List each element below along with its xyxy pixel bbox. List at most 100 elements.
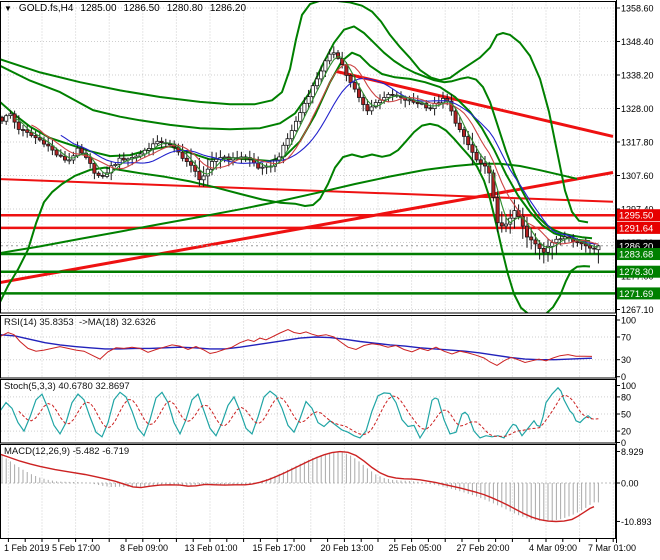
- price-badge-label: 1295.50: [619, 211, 653, 222]
- bull-candle: [4, 115, 9, 122]
- bear-candle: [180, 151, 185, 159]
- ohlc-low: 1280.80: [166, 3, 203, 14]
- time-axis-label: 25 Feb 05:00: [388, 543, 441, 553]
- bull-candle: [550, 242, 555, 247]
- ma-blue-line: [60, 77, 599, 245]
- bear-candle: [499, 222, 504, 227]
- bear-candle: [188, 161, 193, 166]
- bear-candle: [478, 159, 483, 164]
- bear-candle: [365, 104, 370, 112]
- bull-candle: [8, 113, 13, 117]
- price-badge: [617, 248, 660, 261]
- price-badge: [617, 209, 660, 222]
- bear-candle: [344, 64, 349, 76]
- ohlc-open: 1285.00: [80, 3, 117, 14]
- bull-candle: [331, 52, 336, 55]
- bear-candle: [541, 247, 546, 253]
- bear-candle: [575, 241, 580, 244]
- price-badge-label: 1286.20: [619, 241, 653, 252]
- macd-panel-border: [0, 444, 616, 539]
- bear-candle: [579, 241, 584, 245]
- symbol-marker-icon: ▼: [4, 4, 12, 13]
- trend-line-flat-resistance[interactable]: [0, 178, 614, 203]
- bull-candle: [214, 158, 219, 162]
- stoch-tick-label: 20: [621, 427, 631, 437]
- ohlc-close: 1286.20: [209, 3, 247, 14]
- rsi-tick-label: 0: [621, 372, 626, 382]
- stoch-tick-label: 80: [621, 392, 631, 402]
- ohlc-high: 1286.50: [123, 3, 160, 14]
- bear-candle: [474, 151, 479, 161]
- price-tick-label: 1358.60: [621, 4, 654, 14]
- bear-candle: [25, 129, 30, 133]
- bear-candle: [415, 101, 420, 105]
- main-panel-border: [0, 1, 616, 314]
- bear-candle: [335, 52, 340, 59]
- trend-line-descending-resistance[interactable]: [335, 69, 614, 138]
- bear-candle: [1, 116, 5, 122]
- bull-candle: [205, 168, 210, 177]
- bear-candle: [482, 162, 487, 167]
- bear-candle: [197, 170, 202, 181]
- rsi-ma-line: [1, 334, 593, 361]
- bull-candle: [298, 112, 303, 122]
- time-axis-label: 1 Feb 2019: [4, 543, 50, 553]
- bull-candle: [302, 103, 307, 114]
- bear-candle: [457, 122, 462, 130]
- price-badge-label: 1291.64: [619, 223, 653, 234]
- bear-candle: [495, 197, 500, 224]
- bull-candle: [113, 163, 118, 166]
- bull-candle: [596, 245, 601, 251]
- bear-candle: [16, 121, 21, 130]
- price-tick-label: 1317.80: [621, 138, 654, 148]
- bear-candle: [58, 154, 63, 157]
- bull-candle: [293, 120, 298, 132]
- stoch-panel-border: [0, 379, 616, 444]
- bull-candle: [277, 156, 282, 161]
- bear-candle: [100, 174, 105, 177]
- bull-candle: [222, 156, 227, 159]
- price-tick-label: 1348.40: [621, 37, 654, 47]
- price-badge: [617, 287, 660, 300]
- time-axis-label: 4 Mar 09:00: [529, 543, 577, 553]
- bear-candle: [54, 149, 59, 156]
- price-tick-label: 1338.20: [621, 71, 654, 81]
- rsi-indicator-label: RSI(14) 35.8353 ->MA(18) 32.6326: [4, 317, 156, 328]
- time-axis-label: 15 Feb 17:00: [252, 543, 305, 553]
- bull-candle: [310, 85, 315, 97]
- rsi-tick-label: 30: [621, 355, 631, 365]
- stoch-tick-label: 50: [621, 410, 631, 420]
- bollinger-upper: [1, 25, 593, 240]
- bear-candle: [461, 129, 466, 137]
- rsi-panel-border: [0, 315, 616, 379]
- time-axis-label: 7 Mar 01:00: [588, 543, 636, 553]
- macd-signal-line: [1, 450, 595, 523]
- bull-candle: [558, 238, 563, 241]
- bull-candle: [554, 238, 559, 244]
- bear-candle: [588, 245, 593, 249]
- bear-candle: [529, 236, 534, 241]
- stochastic-k-line: [1, 386, 593, 440]
- macd-tick-label: -10.893: [621, 517, 652, 527]
- macd-tick-label: 0.00: [621, 479, 639, 489]
- bear-candle: [256, 162, 261, 169]
- time-axis-label: 5 Feb 17:00: [52, 543, 100, 553]
- bull-candle: [285, 138, 290, 146]
- bear-candle: [88, 156, 93, 164]
- bear-candle: [92, 162, 97, 174]
- bull-candle: [503, 223, 508, 227]
- price-tick-label: 1307.60: [621, 171, 654, 181]
- bear-candle: [340, 58, 345, 66]
- stoch-tick-label: 0: [621, 438, 626, 448]
- bull-candle: [419, 102, 424, 105]
- bear-candle: [466, 136, 471, 146]
- bear-candle: [352, 82, 357, 90]
- bear-candle: [96, 172, 101, 176]
- chart-title-bar: ▼ GOLD.fs,H4 1285.00 1286.50 1280.80 1286.20: [4, 3, 253, 14]
- long-ma-line: [1, 162, 578, 254]
- bear-candle: [159, 140, 164, 144]
- bear-candle: [12, 113, 17, 123]
- bear-candle: [533, 239, 538, 245]
